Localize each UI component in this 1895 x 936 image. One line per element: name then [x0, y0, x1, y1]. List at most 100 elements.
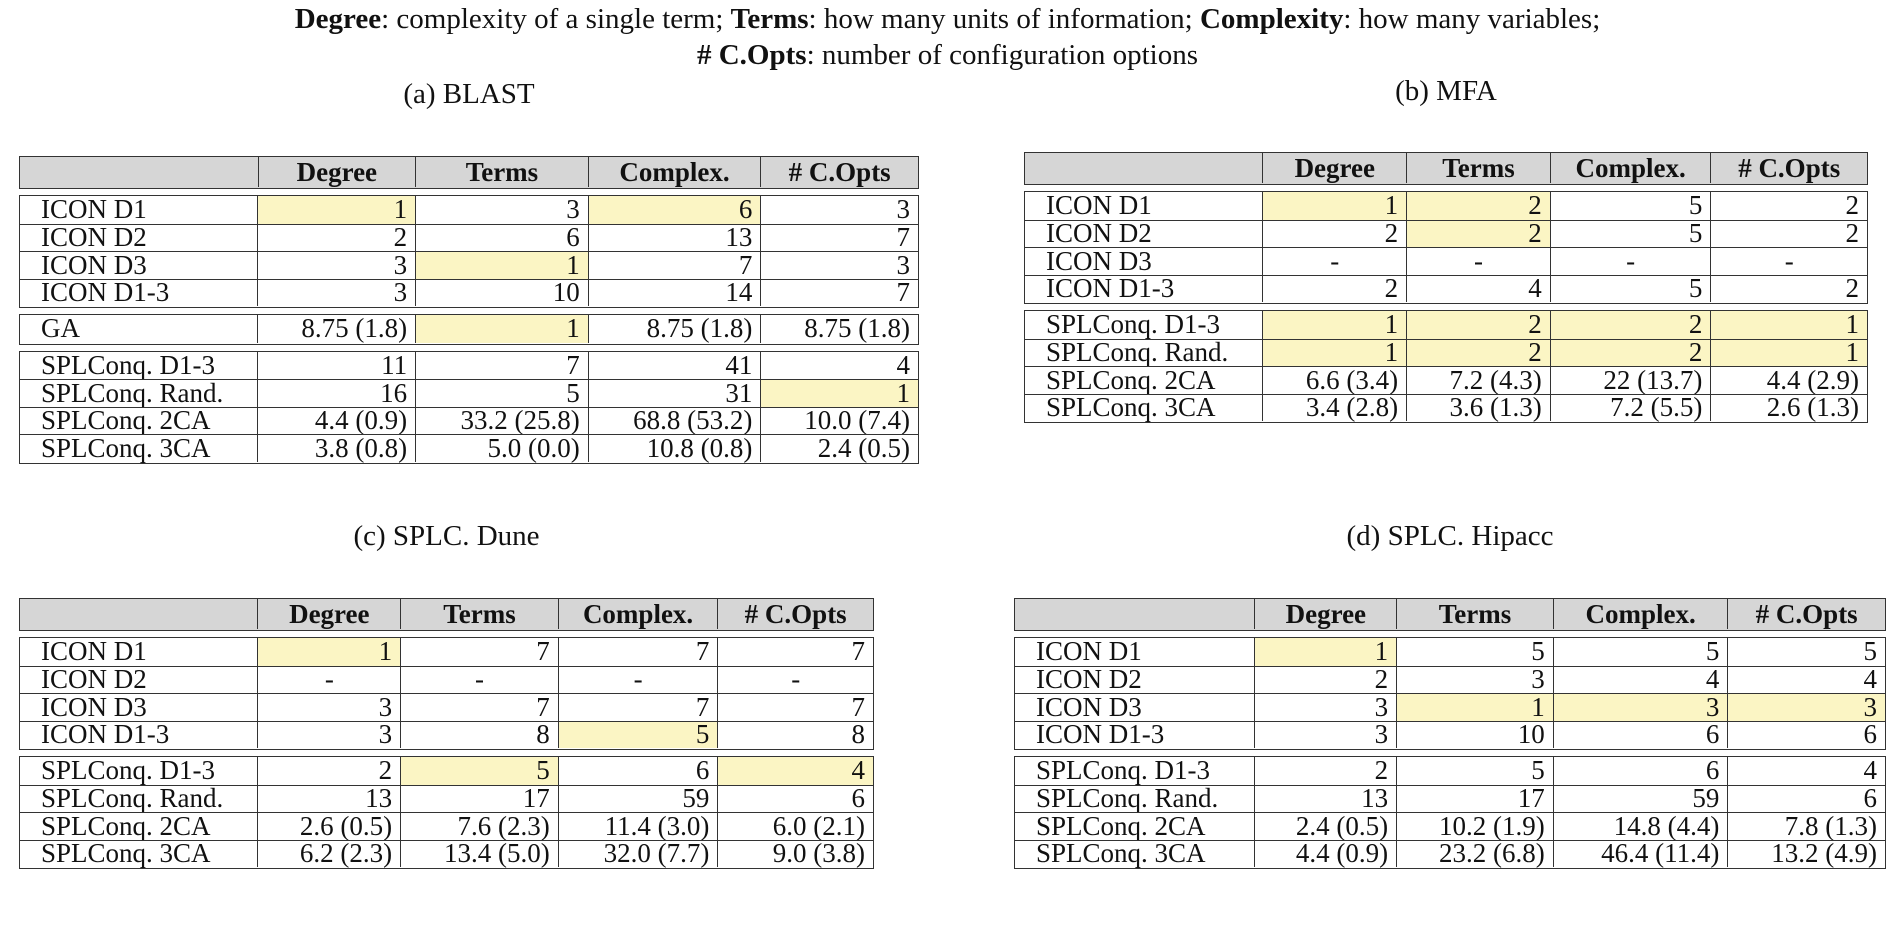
table-header: Degree Terms Complex. # C.Opts [19, 156, 919, 189]
table-cell: 7 [587, 250, 761, 280]
column-header: Terms [1396, 599, 1553, 629]
table-row: ICON D3 3 1 7 3 [20, 250, 918, 280]
table-cell: 4 [1727, 755, 1885, 785]
table-cell: 7.6 (2.3) [400, 811, 558, 841]
table-cell: 23.2 (6.8) [1396, 838, 1553, 868]
table-cell: 32.0 (7.7) [557, 838, 718, 868]
row-label: ICON D1 [41, 636, 147, 667]
table-cell: - [1262, 246, 1407, 276]
table-cell-best: 1 [1262, 190, 1407, 220]
table-cell: 2 [1710, 273, 1867, 303]
table-cell: 3 [760, 194, 918, 224]
table-cell: 41 [587, 350, 761, 380]
table-row: SPLConq. Rand. 13 17 59 6 [1015, 783, 1886, 813]
table-cell: 7 [760, 222, 918, 252]
table-cell-best: 1 [1710, 309, 1867, 339]
table-cell: 4.4 (0.9) [257, 405, 416, 435]
column-header: Complex. [587, 157, 761, 187]
row-label: ICON D1-3 [1015, 719, 1255, 749]
table-cell-best: 2 [1549, 309, 1711, 339]
table-cell: 3 [1254, 692, 1397, 722]
table-cell-best: 3 [1552, 692, 1728, 722]
table-cell: 4 [1406, 273, 1550, 303]
table-row: SPLConq. 2CA 2.6 (0.5) 7.6 (2.3) 11.4 (3.0)… [20, 811, 873, 841]
table-cell: 68.8 (53.2) [587, 405, 761, 435]
table-cell: 2 [1254, 664, 1397, 694]
row-label: ICON D1-3 [20, 719, 258, 749]
table-cell: 10.8 (0.8) [587, 433, 761, 463]
table-cell: 46.4 (11.4) [1552, 838, 1728, 868]
table-cell: 2 [1262, 218, 1407, 248]
table-cell: 2 [1710, 190, 1867, 220]
table-cell-best: 2 [1406, 218, 1550, 248]
table-row: ICON D1 1 3 6 3 [20, 194, 918, 224]
panel-splc-dune: (c) SPLC. Dune Degree Terms Complex. # C.Op… [19, 520, 874, 920]
table-cell: 4.4 (0.9) [1254, 838, 1397, 868]
table-cell: 5 [1396, 636, 1553, 666]
table-row: SPLConq. Rand. 1 2 2 1 [1025, 337, 1867, 367]
header-cell-empty [1025, 153, 1262, 183]
row-label: SPLConq. Rand. [1025, 337, 1263, 367]
row-label: SPLConq. 2CA [1025, 365, 1263, 395]
row-label: SPLConq. Rand. [1015, 783, 1255, 813]
table-row: SPLConq. 3CA 3.4 (2.8) 3.6 (1.3) 7.2 (5.5) 2… [1025, 392, 1867, 422]
table-cell: 6 [415, 222, 588, 252]
table-cell-best: 1 [1396, 692, 1553, 722]
legend-complexity-term: Complexity [1199, 3, 1344, 35]
table-cell-best: 2 [1549, 337, 1711, 367]
row-label: GA [41, 313, 80, 344]
table-row: SPLConq. 2CA 2.4 (0.5) 10.2 (1.9) 14.8 (4.4… [1015, 811, 1886, 841]
column-header: Complex. [1552, 599, 1728, 629]
table-cell: 4 [1727, 664, 1886, 694]
panel-caption: (a) BLAST [403, 78, 535, 110]
table-cell: 16 [257, 378, 416, 408]
table-cell: 3 [257, 250, 416, 280]
table-cell: 4 [760, 350, 918, 380]
table-cell: 17 [1396, 783, 1553, 813]
table-cell: 10.0 (7.4) [760, 405, 918, 435]
row-group: ICON D1 1 5 5 5 ICON D2 2 3 4 4 ICON D3 3 1 3 3 ICON D1… [1014, 636, 1886, 750]
table-cell: 9.0 (3.8) [717, 838, 873, 868]
table-cell: 2.6 (0.5) [257, 811, 401, 841]
column-header: Degree [1254, 599, 1396, 629]
table-row: ICON D1-3 3 10 14 7 [20, 277, 918, 307]
table-row: ICON D1-3 3 8 5 8 [20, 719, 873, 749]
table-cell: 5 [1727, 636, 1885, 666]
row-label: ICON D3 [20, 692, 258, 722]
panel-splc-hipacc: (d) SPLC. Hipacc Degree Terms Complex. # C.… [1014, 520, 1886, 920]
table-cell: 10 [1396, 719, 1553, 749]
column-header: # C.Opts [717, 599, 873, 629]
table-cell: 59 [557, 783, 718, 813]
row-label: ICON D1-3 [1025, 273, 1263, 303]
table-cell-best: 1 [1254, 636, 1397, 666]
table-cell: - [257, 664, 401, 694]
row-label: ICON D2 [1015, 664, 1255, 694]
table-header: Degree Terms Complex. # C.Opts [1014, 598, 1886, 631]
legend: Degree: complexity of a single term; Ter… [0, 0, 1895, 73]
table-cell-best: 1 [415, 313, 588, 343]
table-cell: 6 [1727, 719, 1886, 749]
table-cell: 13 [257, 783, 401, 813]
table-cell: 8 [400, 719, 558, 749]
table-cell: 5 [415, 378, 588, 408]
table-row: SPLConq. 2CA 4.4 (0.9) 33.2 (25.8) 68.8 (53… [20, 405, 918, 435]
table-cell: 3.6 (1.3) [1406, 392, 1550, 422]
table-cell: - [1710, 246, 1868, 276]
table-cell: 7 [400, 692, 558, 722]
table-cell: 5 [1396, 755, 1553, 785]
row-group: ICON D1 1 3 6 3 ICON D2 2 6 13 7 ICON D3 3 1 7 3 ICON D… [19, 194, 919, 308]
row-label: ICON D3 [1025, 246, 1263, 276]
row-label: ICON D3 [20, 250, 258, 280]
table-cell: 7 [557, 692, 718, 722]
table-cell: 6 [1727, 783, 1886, 813]
table-cell: 7 [415, 350, 588, 380]
table-cell: 5 [1549, 273, 1711, 303]
table-cell: 11 [257, 350, 415, 380]
table-cell: 2 [257, 755, 400, 785]
row-group: SPLConq. D1-3 11 7 41 4 SPLConq. Rand. 16 5 31 1 S… [19, 350, 919, 464]
table-cell: 11.4 (3.0) [557, 811, 718, 841]
table-cell: 3 [760, 250, 918, 280]
table-row: SPLConq. 3CA 3.8 (0.8) 5.0 (0.0) 10.8 (0.8)… [20, 433, 918, 463]
table-row: ICON D2 2 3 4 4 [1015, 664, 1886, 694]
table-cell: 33.2 (25.8) [415, 405, 588, 435]
